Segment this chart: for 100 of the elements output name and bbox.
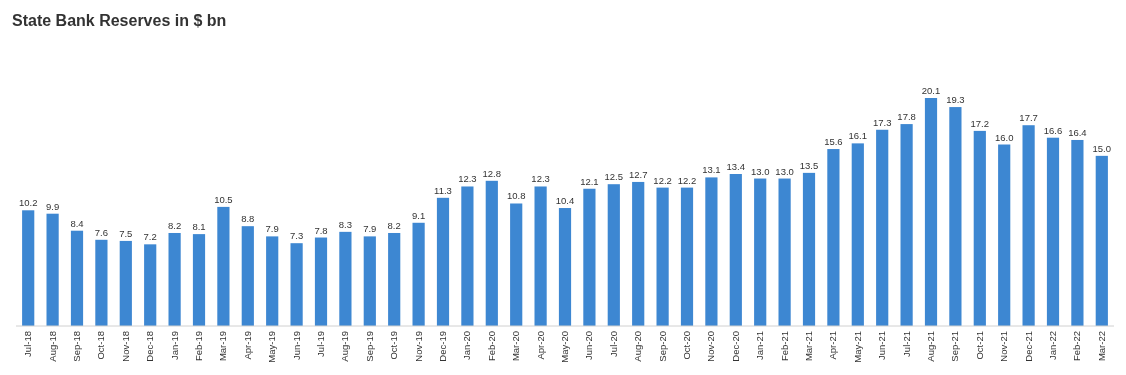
x-tick-label: May-20 bbox=[559, 331, 570, 363]
bar bbox=[607, 184, 620, 326]
bar bbox=[1022, 125, 1035, 326]
data-label: 15.6 bbox=[824, 136, 843, 148]
x-tick-label: Aug-19 bbox=[339, 331, 351, 362]
bar bbox=[192, 234, 206, 326]
x-tick-label: Dec-18 bbox=[144, 331, 156, 362]
x-tick-label: Jun-19 bbox=[290, 331, 302, 361]
data-label: 8.2 bbox=[387, 219, 401, 231]
data-label: 12.5 bbox=[604, 171, 624, 183]
x-tick-label: Feb-22 bbox=[1071, 331, 1083, 362]
bar bbox=[949, 107, 962, 326]
bar bbox=[217, 206, 230, 326]
data-label: 9.1 bbox=[411, 209, 426, 221]
x-tick-label: Sep-19 bbox=[363, 331, 375, 362]
x-tick-label: Oct-21 bbox=[973, 331, 985, 360]
x-tick-label: Nov-19 bbox=[412, 331, 424, 362]
bar bbox=[241, 226, 254, 326]
bar bbox=[168, 232, 181, 326]
bar bbox=[876, 129, 889, 326]
data-label: 12.1 bbox=[580, 175, 599, 187]
bar bbox=[1095, 155, 1108, 326]
x-tick-label: Jul-20 bbox=[607, 331, 619, 357]
x-tick-label: Apr-21 bbox=[827, 331, 839, 360]
data-label: 10.4 bbox=[555, 195, 575, 207]
data-label: 12.2 bbox=[653, 174, 672, 186]
bar bbox=[1071, 139, 1084, 326]
data-label: 12.7 bbox=[628, 168, 648, 180]
x-tick-label: Feb-19 bbox=[193, 331, 204, 362]
bar bbox=[705, 177, 718, 326]
x-tick-label: Mar-22 bbox=[1095, 331, 1107, 362]
x-tick-label: Mar-19 bbox=[217, 331, 229, 362]
data-label: 8.8 bbox=[241, 213, 255, 225]
x-tick-label: Feb-20 bbox=[485, 331, 497, 362]
data-label: 12.2 bbox=[677, 174, 697, 186]
bar bbox=[754, 178, 767, 326]
data-label: 10.2 bbox=[18, 197, 38, 209]
x-tick-label: Mar-20 bbox=[510, 331, 522, 362]
x-tick-label: Jan-22 bbox=[1047, 331, 1058, 361]
x-tick-label: Jan-21 bbox=[754, 331, 766, 361]
x-tick-label: Apr-19 bbox=[241, 331, 253, 360]
data-label: 13.5 bbox=[799, 159, 819, 171]
data-label: 13.0 bbox=[750, 165, 770, 177]
bar bbox=[388, 232, 401, 326]
bar bbox=[827, 149, 840, 326]
x-tick-label: Jun-21 bbox=[876, 331, 888, 361]
data-label: 13.0 bbox=[775, 165, 794, 177]
data-label: 7.8 bbox=[314, 224, 328, 236]
x-tick-label: Sep-20 bbox=[656, 331, 668, 362]
bar bbox=[510, 203, 523, 326]
bar bbox=[46, 213, 59, 326]
data-label: 9.9 bbox=[45, 200, 60, 212]
bar bbox=[144, 244, 157, 326]
bar bbox=[680, 187, 694, 326]
x-tick-label: Oct-18 bbox=[95, 331, 107, 360]
x-tick-label: Dec-21 bbox=[1022, 331, 1034, 362]
bar bbox=[290, 243, 303, 326]
bar bbox=[656, 187, 669, 326]
bar bbox=[119, 240, 132, 326]
data-label: 13.1 bbox=[702, 164, 721, 176]
data-label: 7.2 bbox=[143, 231, 157, 243]
x-tick-label: Oct-19 bbox=[388, 331, 400, 360]
bar bbox=[900, 124, 913, 326]
data-label: 17.7 bbox=[1019, 112, 1038, 124]
data-label: 7.9 bbox=[363, 223, 377, 235]
x-tick-label: May-21 bbox=[851, 331, 863, 363]
x-tick-label: Sep-21 bbox=[949, 331, 961, 362]
bar bbox=[314, 237, 328, 326]
bar bbox=[851, 143, 864, 326]
data-label: 17.8 bbox=[897, 111, 916, 123]
bar bbox=[70, 230, 84, 326]
data-label: 8.2 bbox=[167, 219, 182, 231]
bar bbox=[339, 231, 352, 326]
x-tick-label: Jul-19 bbox=[315, 331, 326, 357]
data-label: 7.9 bbox=[265, 223, 279, 235]
x-tick-label: Jan-19 bbox=[168, 331, 180, 361]
data-label: 16.4 bbox=[1068, 126, 1087, 138]
data-label: 17.2 bbox=[970, 117, 990, 129]
bar bbox=[436, 197, 450, 326]
x-tick-label: Dec-19 bbox=[437, 331, 448, 362]
x-tick-label: Aug-18 bbox=[46, 331, 58, 362]
x-tick-label: Nov-21 bbox=[998, 331, 1010, 362]
bar bbox=[998, 144, 1011, 326]
data-label: 16.0 bbox=[994, 131, 1014, 143]
bar bbox=[973, 130, 986, 326]
x-tick-label: Aug-21 bbox=[925, 331, 936, 362]
bar bbox=[22, 210, 35, 326]
x-tick-label: Mar-21 bbox=[803, 331, 814, 362]
data-label: 17.3 bbox=[872, 116, 892, 128]
x-tick-label: Apr-20 bbox=[534, 331, 546, 360]
data-label: 12.3 bbox=[458, 173, 477, 185]
bar bbox=[729, 174, 742, 326]
x-tick-label: Nov-18 bbox=[119, 331, 131, 362]
data-label: 10.8 bbox=[506, 190, 526, 202]
data-label: 12.3 bbox=[531, 173, 550, 185]
bar bbox=[924, 98, 938, 326]
x-tick-label: Dec-20 bbox=[729, 331, 741, 362]
data-label: 12.8 bbox=[482, 167, 502, 179]
data-label: 8.4 bbox=[70, 217, 84, 229]
data-label: 7.5 bbox=[119, 227, 133, 239]
